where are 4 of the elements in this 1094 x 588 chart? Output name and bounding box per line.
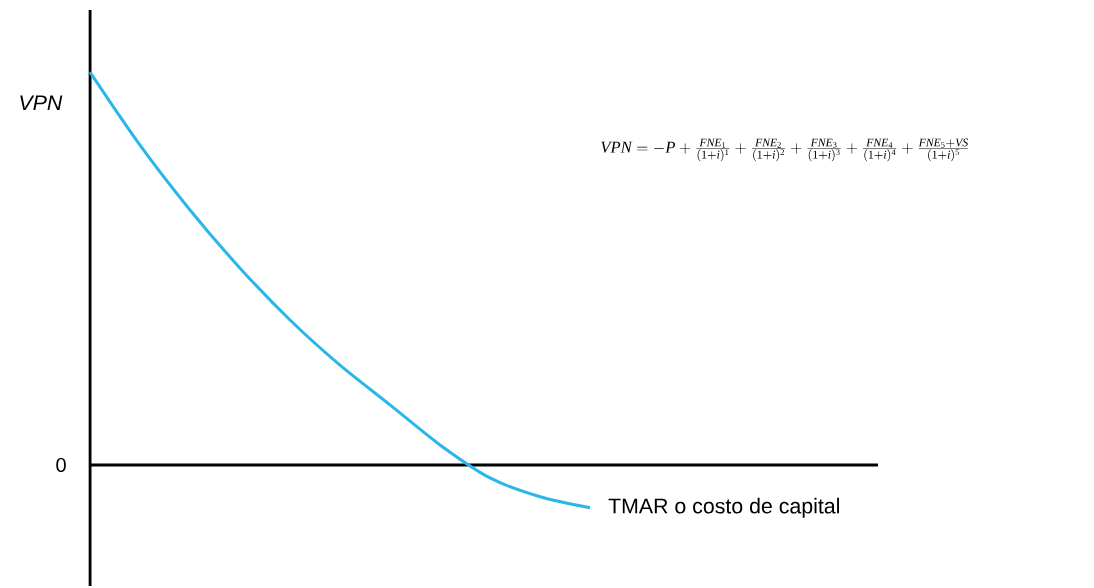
x-axis-title: TMAR o costo de capital: [608, 498, 839, 519]
annotation: 0: [56, 458, 66, 473]
y-axis-title: VPN: [20, 95, 63, 111]
annotation: $VPN = -P + \frac{FNE_1}{(1+i)^1} + \frac{FNE_2}{(1+i)^2} + \frac{FNE_3}{(1+i)^3} + \frac{FNE_4}{(1+i)^4} + \frac{FNE_5 + VS}{(1+i)^5}$: [601, 138, 969, 162]
